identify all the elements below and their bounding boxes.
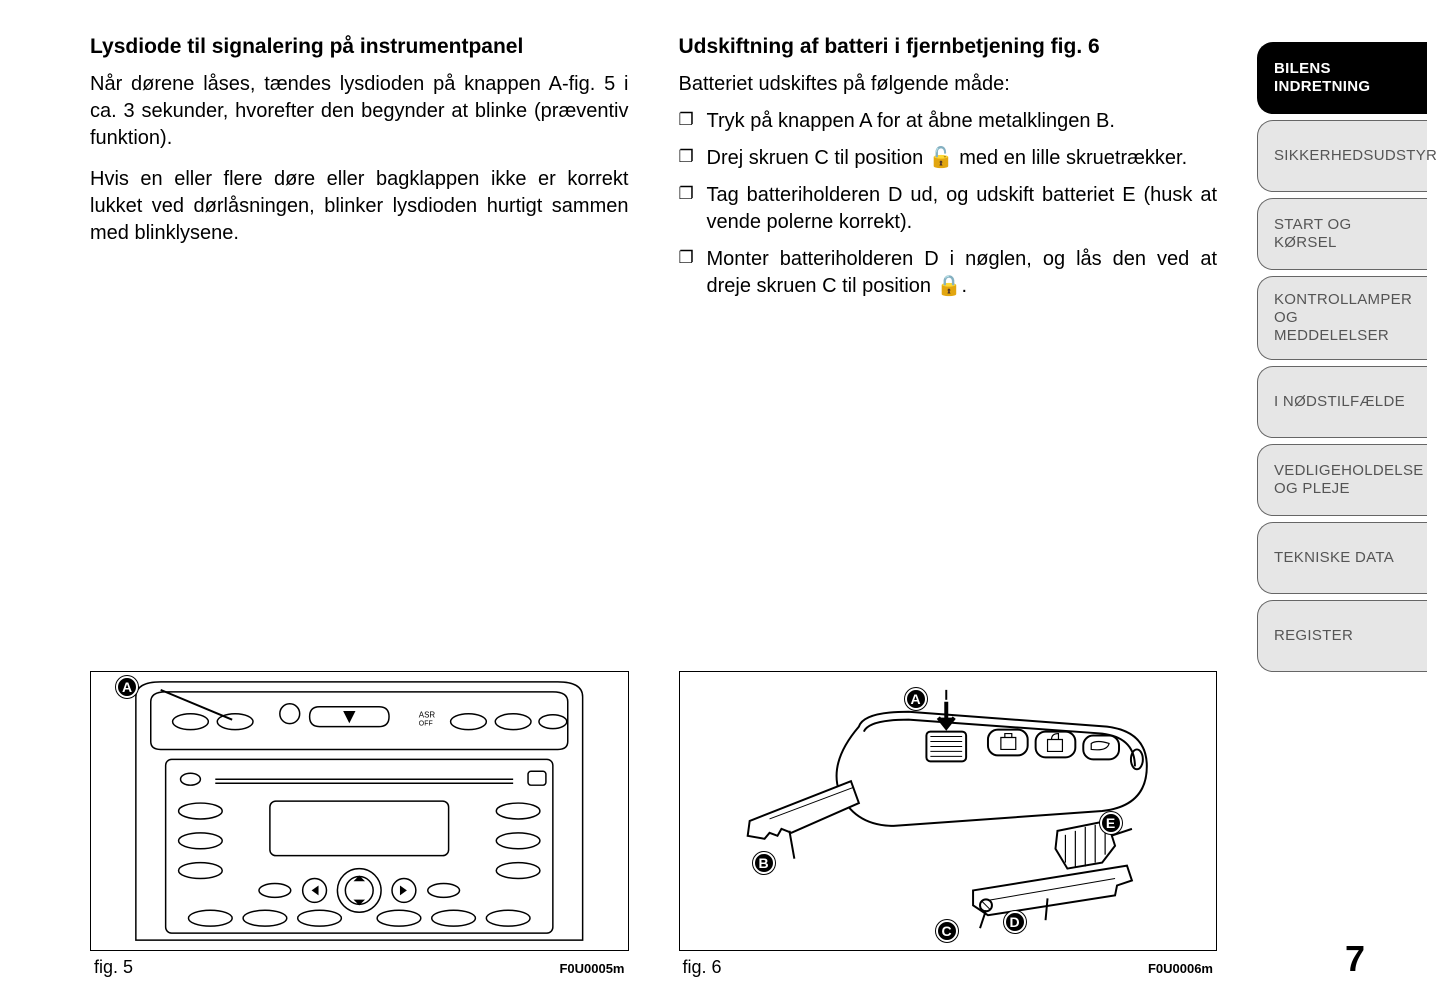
figure-5-box: ASR OFF bbox=[90, 671, 629, 951]
page-number: 7 bbox=[1345, 938, 1365, 980]
tab-start-og-korsel[interactable]: START OG KØRSEL bbox=[1257, 198, 1427, 270]
left-para-1: Når dørene låses, tændes lysdioden på kn… bbox=[90, 71, 629, 152]
figure-5-svg: ASR OFF bbox=[91, 672, 628, 950]
left-heading: Lysdiode til signalering på instrumentpa… bbox=[90, 35, 629, 59]
left-para-2: Hvis en eller flere døre eller bagklappe… bbox=[90, 166, 629, 247]
steps-list: Tryk på knappen A for at åbne metalkling… bbox=[679, 108, 1218, 310]
fig5-callout-a: A bbox=[116, 676, 138, 698]
page-content: Lysdiode til signalering på instrumentpa… bbox=[0, 0, 1257, 998]
fig6-code: F0U0006m bbox=[1148, 961, 1213, 976]
step-4: Monter batteriholderen D i nøglen, og lå… bbox=[679, 246, 1218, 300]
chapter-tabs: BILENS INDRETNING SIKKERHEDSUDSTYR START… bbox=[1257, 0, 1445, 998]
step-2: Drej skruen C til position 🔓 med en lill… bbox=[679, 145, 1218, 172]
tab-register[interactable]: REGISTER bbox=[1257, 600, 1427, 672]
svg-text:ASR: ASR bbox=[419, 711, 436, 720]
right-heading: Udskiftning af batteri i fjernbetjening … bbox=[679, 35, 1218, 59]
tab-nodstilfaelde[interactable]: I NØDSTILFÆLDE bbox=[1257, 366, 1427, 438]
step-1: Tryk på knappen A for at åbne metalkling… bbox=[679, 108, 1218, 135]
step-3: Tag batteriholderen D ud, og udskift bat… bbox=[679, 182, 1218, 236]
tab-bilens-indretning[interactable]: BILENS INDRETNING bbox=[1257, 42, 1427, 114]
tab-kontrollamper[interactable]: KONTROLLAMPER OG MEDDELELSER bbox=[1257, 276, 1427, 360]
figure-6-wrapper: A B C D E fig. 6 F0U0006m bbox=[679, 671, 1218, 978]
figure-6-svg bbox=[680, 672, 1217, 950]
fig5-label: fig. 5 bbox=[94, 957, 133, 978]
fig6-callout-d: D bbox=[1004, 911, 1026, 933]
figure-6-box: A B C D E bbox=[679, 671, 1218, 951]
figure-5-wrapper: ASR OFF bbox=[90, 671, 629, 978]
fig6-callout-e: E bbox=[1100, 812, 1122, 834]
figure-6-caption: fig. 6 F0U0006m bbox=[679, 957, 1218, 978]
fig6-callout-a: A bbox=[905, 688, 927, 710]
fig6-callout-b: B bbox=[753, 852, 775, 874]
tab-vedligeholdelse[interactable]: VEDLIGEHOLDELSE OG PLEJE bbox=[1257, 444, 1427, 516]
fig6-callout-c: C bbox=[936, 920, 958, 942]
fig5-code: F0U0005m bbox=[559, 961, 624, 976]
right-column: Udskiftning af batteri i fjernbetjening … bbox=[679, 35, 1218, 978]
tab-sikkerhedsudstyr[interactable]: SIKKERHEDSUDSTYR bbox=[1257, 120, 1427, 192]
figure-5-caption: fig. 5 F0U0005m bbox=[90, 957, 629, 978]
fig6-label: fig. 6 bbox=[683, 957, 722, 978]
right-intro: Batteriet udskiftes på følgende måde: bbox=[679, 71, 1218, 98]
left-column: Lysdiode til signalering på instrumentpa… bbox=[90, 35, 629, 978]
tab-tekniske-data[interactable]: TEKNISKE DATA bbox=[1257, 522, 1427, 594]
svg-text:OFF: OFF bbox=[419, 721, 433, 728]
